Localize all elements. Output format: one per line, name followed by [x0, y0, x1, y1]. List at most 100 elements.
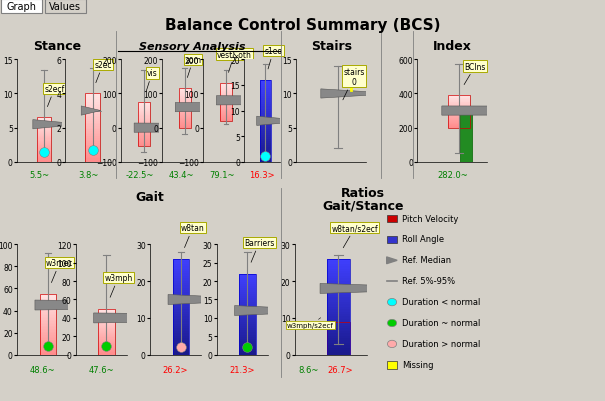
Bar — [85, 135, 100, 137]
Bar — [39, 317, 56, 318]
Bar — [37, 130, 51, 132]
Bar — [448, 97, 470, 98]
Bar — [327, 312, 350, 314]
Text: 48.6~: 48.6~ — [30, 365, 55, 374]
Bar — [448, 104, 470, 105]
Bar — [137, 145, 149, 146]
Bar — [37, 140, 51, 142]
Bar — [239, 320, 256, 322]
Bar — [178, 93, 191, 94]
Bar — [260, 150, 271, 152]
Bar — [448, 122, 470, 123]
Bar — [220, 96, 232, 97]
Bar — [39, 306, 56, 308]
Bar — [137, 120, 149, 122]
Bar — [39, 312, 56, 314]
Bar — [172, 278, 189, 281]
Bar — [172, 331, 189, 333]
Bar — [172, 326, 189, 328]
Bar — [98, 317, 115, 318]
Text: Ref. Median: Ref. Median — [402, 256, 451, 265]
Bar — [327, 262, 350, 264]
Bar — [260, 99, 271, 101]
Bar — [327, 350, 350, 352]
Bar — [98, 326, 115, 327]
Bar — [98, 314, 115, 315]
Bar — [220, 100, 232, 101]
Bar — [178, 105, 191, 106]
Bar — [448, 120, 470, 121]
Bar — [172, 333, 189, 336]
Bar — [98, 334, 115, 335]
Bar — [172, 295, 189, 298]
Bar — [220, 112, 232, 113]
Bar — [85, 120, 100, 122]
Bar — [327, 332, 350, 333]
Bar — [327, 276, 350, 278]
Bar — [172, 312, 189, 314]
Bar — [260, 95, 271, 97]
Bar — [85, 150, 100, 152]
Bar — [327, 325, 350, 326]
Bar — [387, 215, 397, 223]
Bar — [260, 85, 271, 87]
Bar — [260, 87, 271, 89]
Bar — [260, 103, 271, 105]
Bar — [327, 314, 350, 317]
Bar — [327, 283, 350, 286]
Bar — [239, 343, 256, 345]
Bar — [172, 298, 189, 300]
Bar — [239, 288, 256, 290]
Bar — [327, 269, 350, 271]
Bar — [137, 127, 149, 128]
Bar — [327, 300, 350, 302]
Bar — [239, 322, 256, 324]
Bar — [98, 309, 115, 310]
Polygon shape — [94, 313, 538, 323]
Bar — [327, 328, 350, 329]
Bar — [448, 108, 470, 109]
Bar — [178, 98, 191, 99]
Bar — [260, 107, 271, 109]
Bar — [137, 134, 149, 135]
Text: 43.4~: 43.4~ — [168, 170, 194, 179]
Bar — [448, 116, 470, 117]
Bar — [239, 314, 256, 316]
Bar — [172, 262, 189, 264]
Bar — [178, 97, 191, 98]
Bar — [327, 349, 350, 350]
Bar — [98, 331, 115, 332]
Bar — [327, 338, 350, 340]
Bar — [178, 119, 191, 120]
Text: 16.3>: 16.3> — [249, 170, 275, 179]
Bar — [327, 344, 350, 345]
Bar — [137, 142, 149, 143]
Bar — [178, 96, 191, 97]
Text: vis: vis — [146, 69, 157, 92]
Bar — [448, 126, 470, 127]
Bar — [327, 331, 350, 333]
Bar — [327, 341, 350, 342]
Bar — [327, 345, 350, 346]
Bar — [260, 83, 271, 85]
Bar — [39, 329, 56, 330]
Bar — [39, 352, 56, 353]
Bar — [239, 330, 256, 333]
Bar — [137, 124, 149, 125]
Bar — [327, 324, 350, 326]
Bar — [98, 333, 115, 334]
Bar — [37, 135, 51, 136]
Bar — [220, 84, 232, 122]
Bar — [37, 119, 51, 120]
Bar — [85, 134, 100, 135]
Bar — [178, 92, 191, 93]
Bar — [85, 147, 100, 149]
Bar — [85, 103, 100, 105]
Bar — [327, 348, 350, 349]
Circle shape — [387, 320, 397, 327]
Bar — [178, 126, 191, 128]
Bar — [85, 96, 100, 98]
Bar — [239, 304, 256, 306]
Bar — [239, 316, 256, 318]
Bar — [37, 123, 51, 124]
